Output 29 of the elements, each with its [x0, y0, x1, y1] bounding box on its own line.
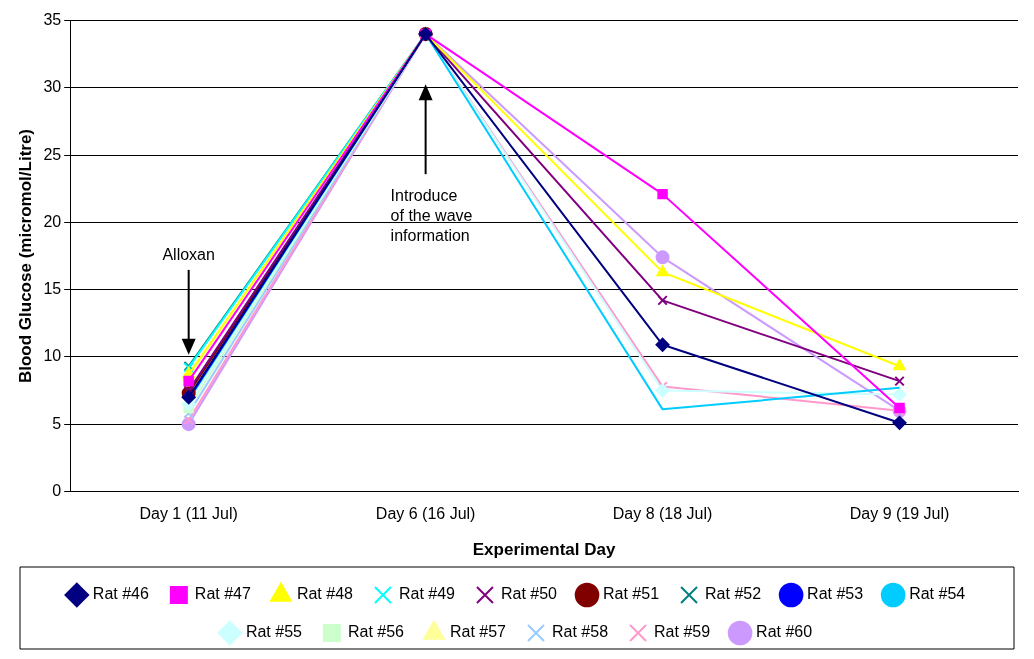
y-tick-label: 25 — [43, 145, 62, 163]
legend-label: Rat #51 — [603, 585, 660, 603]
y-tick-label: 15 — [43, 280, 62, 298]
legend-label: Rat #47 — [194, 585, 251, 603]
legend-label: Rat #56 — [347, 623, 405, 641]
legend-label: Rat #50 — [500, 585, 558, 603]
legend-label: Rat #58 — [552, 623, 609, 641]
legend-label: Rat #53 — [807, 585, 864, 603]
y-tick-label: 35 — [43, 11, 62, 29]
legend-label: Rat #55 — [245, 623, 303, 641]
legend-label: Rat #59 — [654, 623, 711, 641]
x-tick-label: Day 9 (19 Jul) — [849, 505, 950, 523]
y-tick-label: 5 — [52, 414, 62, 432]
y-tick-label: 0 — [52, 481, 62, 499]
legend-label: Rat #57 — [449, 623, 507, 641]
legend-label: Rat #60 — [756, 623, 813, 641]
x-tick-label: Day 8 (18 Jul) — [612, 505, 713, 523]
y-tick-label: 20 — [43, 212, 62, 230]
y-tick-label: 10 — [43, 347, 62, 365]
x-axis-title: Experimental Day — [472, 540, 616, 560]
legend-label: Rat #46 — [92, 585, 149, 603]
y-axis-title: Blood Glucose (micromol/Litre) — [15, 128, 35, 384]
x-tick-label: Day 1 (11 Jul) — [139, 505, 238, 523]
x-tick-label: Day 6 (16 Jul) — [375, 505, 476, 523]
legend-label: Rat #49 — [398, 585, 456, 603]
y-tick-label: 30 — [43, 78, 62, 96]
legend-label: Rat #52 — [705, 585, 762, 603]
legend-label: Rat #48 — [296, 585, 354, 603]
legend-label: Rat #54 — [909, 585, 966, 603]
